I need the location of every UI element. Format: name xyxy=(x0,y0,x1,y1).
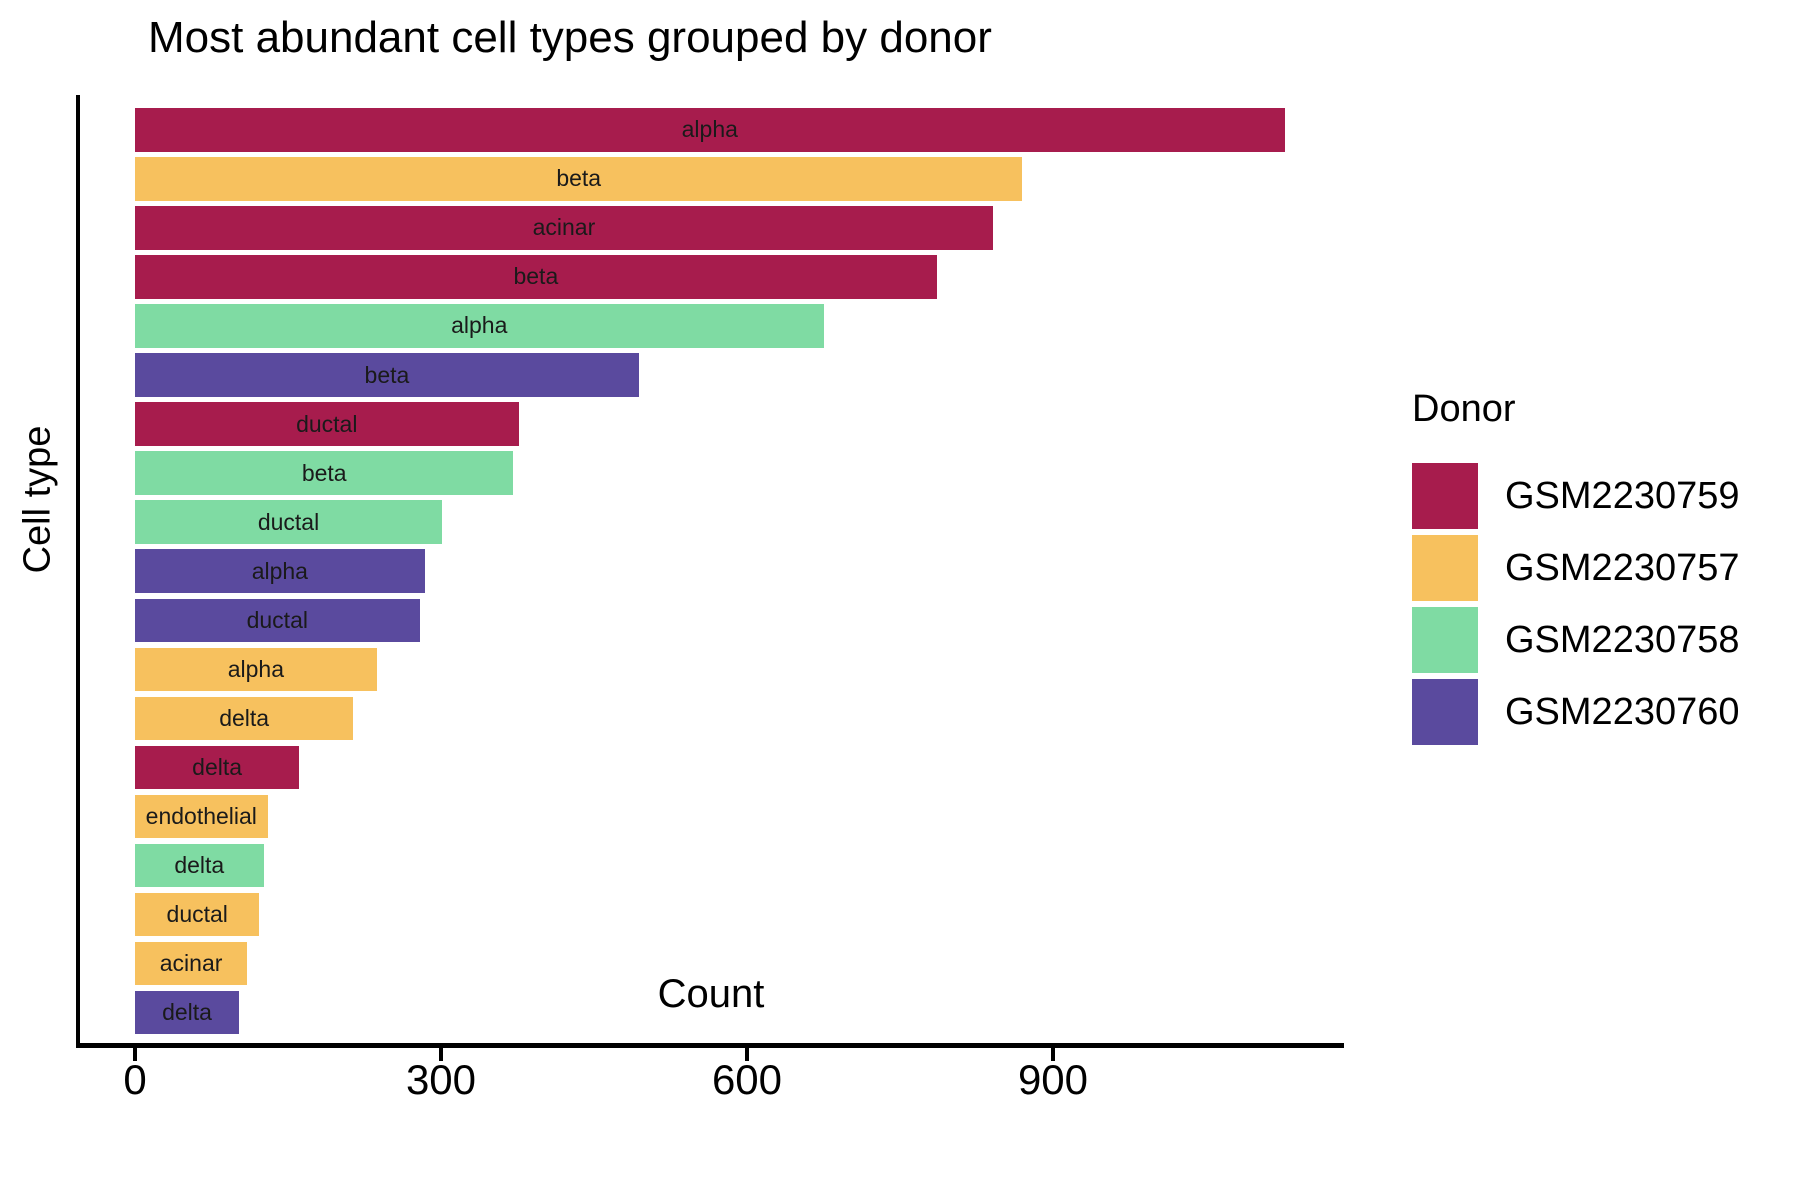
bar-label: alpha xyxy=(681,116,738,143)
x-tick-label: 900 xyxy=(1017,1056,1089,1103)
bar-label: acinar xyxy=(532,214,596,241)
bar: beta xyxy=(135,451,514,495)
legend-label: GSM2230757 xyxy=(1505,546,1740,589)
x-tick-label: 0 xyxy=(123,1056,147,1103)
bar: alpha xyxy=(135,108,1285,152)
legend-swatch xyxy=(1412,679,1478,745)
bar: ductal xyxy=(135,892,260,937)
bar: beta xyxy=(135,255,937,299)
bar-label: endothelial xyxy=(145,802,257,829)
bar: acinar xyxy=(135,206,993,250)
bar: alpha xyxy=(135,304,824,348)
bar-label: acinar xyxy=(159,950,223,977)
bar-label: beta xyxy=(364,361,410,388)
legend-title: Donor xyxy=(1412,388,1516,430)
x-axis-spine xyxy=(76,1043,1344,1048)
legend-item: GSM2230757 xyxy=(1412,535,1740,601)
bar: ductal xyxy=(135,598,420,643)
x-tick xyxy=(1051,1048,1055,1061)
bar-label: ductal xyxy=(246,606,308,633)
x-tick xyxy=(745,1048,749,1061)
bar-label: beta xyxy=(556,165,602,192)
bar: delta xyxy=(135,990,240,1035)
chart-title: Most abundant cell types grouped by dono… xyxy=(148,13,992,62)
legend: Donor GSM2230759 GSM2230757 GSM2230758 GSM2… xyxy=(1412,388,1740,751)
x-axis-label: Count xyxy=(657,972,765,1016)
bar-label: ductal xyxy=(296,410,358,437)
legend-label: GSM2230760 xyxy=(1505,690,1740,733)
legend-items: GSM2230759 GSM2230757 GSM2230758 GSM2230760 xyxy=(1412,463,1740,745)
bar: ductal xyxy=(135,500,443,544)
bar: delta xyxy=(135,745,300,790)
bar: beta xyxy=(135,353,639,397)
bar-label: beta xyxy=(513,263,559,290)
bar-label: delta xyxy=(219,704,270,731)
bar-label: ductal xyxy=(257,508,320,535)
bar: beta xyxy=(135,157,1023,201)
bar: alpha xyxy=(135,549,425,594)
x-tick-label: 600 xyxy=(711,1056,783,1103)
x-tick-label: 300 xyxy=(405,1056,477,1103)
bar: delta xyxy=(135,696,354,741)
bar-label: alpha xyxy=(227,655,284,682)
x-tick xyxy=(133,1048,137,1061)
legend-swatch xyxy=(1412,463,1478,529)
bar-label: delta xyxy=(162,999,212,1026)
bar: acinar xyxy=(135,941,248,986)
legend-item: GSM2230758 xyxy=(1412,607,1740,673)
legend-item: GSM2230760 xyxy=(1412,679,1740,745)
bar-label: alpha xyxy=(451,312,508,339)
legend-swatch xyxy=(1412,535,1478,601)
bar-label: delta xyxy=(174,852,225,879)
bar: alpha xyxy=(135,647,377,692)
bar-label: ductal xyxy=(166,901,228,928)
bar: ductal xyxy=(135,402,519,446)
legend-swatch xyxy=(1412,607,1478,673)
legend-label: GSM2230759 xyxy=(1505,474,1740,517)
legend-label: GSM2230758 xyxy=(1505,618,1740,661)
bar-label: delta xyxy=(192,753,243,780)
y-axis-label: Cell type xyxy=(16,425,59,574)
plot-panel: alpha beta acinar beta alpha beta ductal beta du… xyxy=(78,95,1344,1048)
bar: endothelial xyxy=(135,794,268,839)
y-axis-spine xyxy=(76,95,80,1048)
legend-item: GSM2230759 xyxy=(1412,463,1740,529)
bar-label: beta xyxy=(301,459,347,486)
x-tick xyxy=(439,1048,443,1061)
bar: delta xyxy=(135,843,264,888)
bar-label: alpha xyxy=(251,557,308,584)
